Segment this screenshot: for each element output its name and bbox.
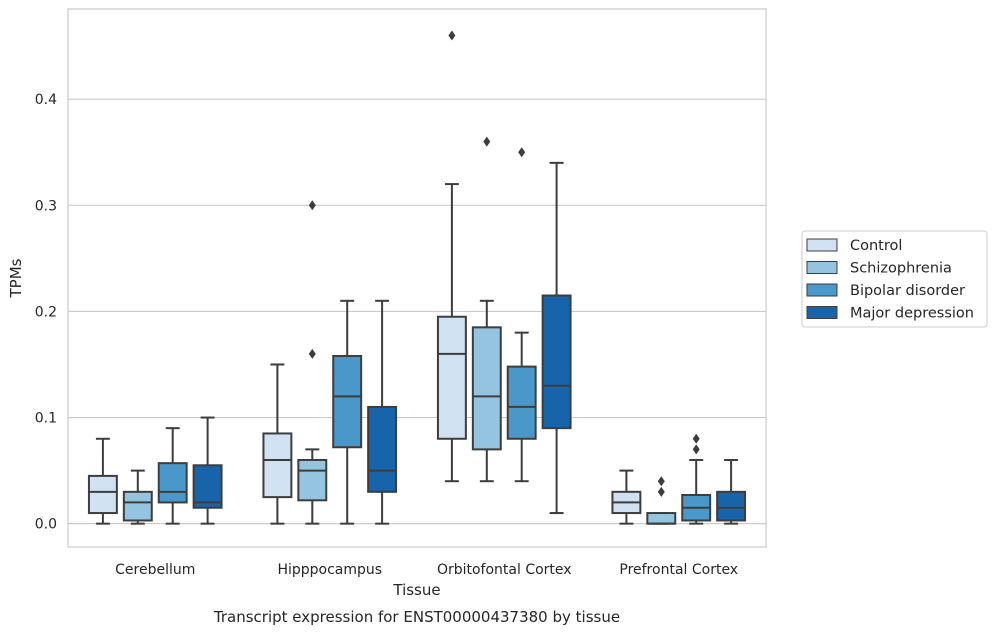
- chart-caption: Transcript expression for ENST0000043738…: [213, 608, 620, 626]
- flier-point: [308, 200, 316, 211]
- box-3-3: [716, 458, 747, 525]
- grid-lines: [68, 98, 766, 525]
- box-2-3: [541, 161, 572, 515]
- y-tick-label: 0.3: [35, 198, 57, 214]
- legend-label: Control: [850, 238, 902, 254]
- box-2-2: [506, 147, 537, 483]
- box-1-2: [332, 299, 363, 525]
- legend-label: Schizophrenia: [850, 261, 952, 277]
- legend-swatch: [806, 283, 838, 297]
- y-tick-label: 0.4: [35, 92, 57, 108]
- box-3-0: [611, 469, 642, 525]
- box-iqr: [262, 432, 293, 499]
- box-2-0: [436, 30, 467, 483]
- box-iqr: [471, 326, 502, 451]
- flier-point: [657, 476, 665, 487]
- box-iqr: [122, 490, 153, 522]
- x-tick-label: Hipppocampus: [277, 562, 382, 578]
- box-iqr: [297, 458, 328, 502]
- box-iqr: [646, 512, 677, 525]
- box-groups: [87, 30, 747, 525]
- box-iqr: [541, 294, 572, 430]
- box-iqr: [332, 354, 363, 449]
- box-iqr: [367, 405, 398, 493]
- box-0-3: [192, 416, 223, 525]
- box-iqr: [87, 474, 118, 515]
- plot-frame: [67, 8, 767, 548]
- box-1-0: [262, 363, 293, 525]
- legend-swatch: [806, 306, 838, 319]
- legend-swatch: [806, 238, 838, 252]
- legend-label: Major depression: [850, 306, 974, 322]
- box-3-2: [681, 433, 712, 525]
- flier-point: [692, 433, 700, 444]
- x-axis-label: Tissue: [392, 581, 440, 599]
- box-1-1: [297, 200, 328, 525]
- legend-label: Bipolar disorder: [850, 283, 965, 299]
- box-3-1: [646, 476, 677, 525]
- x-tick-label: Prefrontal Cortex: [619, 562, 738, 578]
- flier-point: [657, 486, 665, 497]
- flier-point: [518, 147, 526, 158]
- box-1-3: [367, 299, 398, 525]
- x-tick-label: Orbitofontal Cortex: [437, 562, 572, 578]
- x-tick-label: Cerebellum: [115, 562, 195, 578]
- flier-point: [483, 136, 491, 147]
- y-tick-label: 0.2: [35, 304, 57, 320]
- box-iqr: [157, 462, 188, 504]
- box-iqr: [192, 464, 223, 509]
- box-2-1: [471, 136, 502, 483]
- flier-point: [448, 30, 456, 41]
- legend-frame: [801, 230, 988, 328]
- box-0-2: [157, 427, 188, 525]
- box-0-1: [122, 469, 153, 525]
- legend: Control Schizophrenia Bipolar disorder Majo…: [801, 230, 988, 328]
- y-axis-ticks: 0.0 0.1 0.2 0.3 0.4: [35, 92, 57, 532]
- x-axis-ticks: Cerebellum Hipppocampus Orbitofontal Corte…: [115, 562, 738, 578]
- flier-point: [308, 348, 316, 359]
- y-tick-label: 0.0: [35, 517, 57, 533]
- box-iqr: [716, 490, 747, 522]
- legend-swatch: [806, 261, 838, 274]
- box-0-0: [87, 437, 118, 525]
- box-iqr: [436, 315, 467, 440]
- y-tick-label: 0.1: [35, 411, 57, 427]
- y-axis-label: TPMs: [7, 258, 25, 298]
- flier-point: [692, 444, 700, 455]
- box-iqr: [506, 365, 537, 440]
